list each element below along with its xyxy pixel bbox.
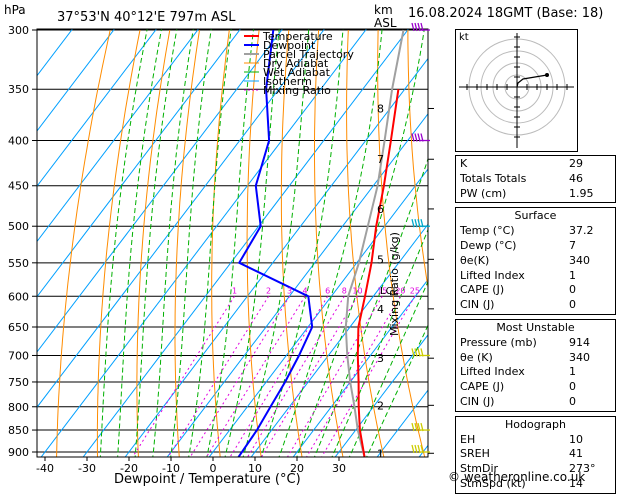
eh-value: 10 (569, 433, 611, 448)
k-label: K (460, 157, 467, 172)
mixing-ratio-label: 8 (342, 286, 347, 295)
surface-cin-label: CIN (J) (460, 298, 494, 313)
surface-box: Surface Temp (°C) 37.2 Dewp (°C) 7 θe(K) 34… (455, 207, 616, 315)
pressure-label-700: 700 (8, 349, 29, 362)
dry-adiabat-line (137, 30, 170, 460)
mixing-ratio-label: 25 (410, 286, 420, 295)
mu-li-label: Lifted Index (460, 365, 525, 380)
plot-frame (37, 29, 428, 457)
surface-cape-label: CAPE (J) (460, 283, 504, 298)
surface-li-value: 1 (569, 269, 611, 284)
surface-cin-value: 0 (569, 298, 611, 313)
pressure-label-400: 400 (8, 135, 29, 148)
pressure-label-300: 300 (8, 24, 29, 37)
mixing-ratio-label: 2 (266, 286, 271, 295)
x-label--40: -40 (36, 462, 54, 475)
surface-temp-label: Temp (°C) (460, 224, 515, 239)
surface-temp-value: 37.2 (569, 224, 611, 239)
mu-cin-value: 0 (569, 395, 611, 410)
wet-adiabat-line (206, 17, 255, 460)
hodograph-kt-label: kt (459, 32, 469, 43)
surface-theta-label: θe(K) (460, 254, 489, 269)
hodograph-end-point (545, 73, 549, 77)
dry-adiabat-line (212, 30, 230, 460)
mixing-ratio-line (305, 296, 401, 460)
surface-cape-value: 0 (569, 283, 611, 298)
mixing-ratio-line (259, 296, 357, 460)
surface-title: Surface (460, 209, 611, 224)
km-label-5: 5 (377, 253, 384, 266)
pressure-label-550: 550 (8, 257, 29, 270)
mixing-ratio-label: 10 (352, 286, 362, 295)
km-label-8: 8 (377, 102, 384, 115)
k-value: 29 (569, 157, 611, 172)
mu-pressure-value: 914 (569, 336, 611, 351)
dry-adiabat-line (175, 30, 200, 460)
most-unstable-title: Most Unstable (460, 321, 611, 336)
isotherm-line (81, 17, 418, 460)
credit: © weatheronline.co.uk (448, 470, 585, 484)
pressure-label-650: 650 (8, 321, 29, 334)
x-label--30: -30 (78, 462, 96, 475)
most-unstable-box: Most Unstable Pressure (mb) 914 θe (K) 340… (455, 319, 616, 412)
dry-adiabat-line (378, 30, 426, 460)
indices-panel: K 29 Totals Totals 46 PW (cm) 1.95 Surface … (455, 155, 616, 498)
km-label-1: 1 (377, 447, 384, 460)
km-label-4: 4 (377, 303, 384, 316)
mixing-ratio-axis-title: Mixing Ratio (g/kg) (388, 232, 401, 336)
pw-label: PW (cm) (460, 187, 506, 202)
pressure-label-350: 350 (8, 83, 29, 96)
pressure-label-900: 900 (8, 446, 29, 459)
surface-dewp-value: 7 (569, 239, 611, 254)
wet-adiabat-line (188, 17, 233, 460)
asl-label: ASL (374, 16, 397, 30)
pressure-label-750: 750 (8, 376, 29, 389)
pw-value: 1.95 (569, 187, 611, 202)
date-label: 16.08.2024 18GMT (Base: 18) (408, 6, 603, 21)
hpa-label: hPa (4, 3, 26, 17)
mixing-ratio-label: 1 (232, 286, 237, 295)
pressure-label-800: 800 (8, 401, 29, 414)
mixing-ratio-label: 6 (325, 286, 330, 295)
mixing-ratio-label: 4 (303, 286, 308, 295)
mixing-ratio-line (204, 296, 305, 460)
dry-adiabat-line (616, 30, 629, 460)
indices-box: K 29 Totals Totals 46 PW (cm) 1.95 (455, 155, 616, 203)
mixing-ratio-line (131, 296, 235, 460)
sreh-label: SREH (460, 447, 490, 462)
surface-dewp-label: Dewp (°C) (460, 239, 516, 254)
mixing-ratio-label: 3 (287, 286, 292, 295)
km-label-2: 2 (377, 399, 384, 412)
mu-theta-label: θe (K) (460, 351, 493, 366)
mu-cin-label: CIN (J) (460, 395, 494, 410)
pressure-label-850: 850 (8, 424, 29, 437)
hodograph: kt (455, 29, 578, 152)
mu-cape-label: CAPE (J) (460, 380, 504, 395)
mu-li-value: 1 (569, 365, 611, 380)
tt-label: Totals Totals (460, 172, 526, 187)
eh-label: EH (460, 433, 475, 448)
surface-theta-value: 340 (569, 254, 611, 269)
x-label-30: 30 (332, 462, 346, 475)
mixing-ratio-line (188, 296, 290, 460)
mu-theta-value: 340 (569, 351, 611, 366)
surface-li-label: Lifted Index (460, 269, 525, 284)
legend-mixing-ratio: Mixing Ratio (263, 84, 331, 97)
pressure-label-600: 600 (8, 290, 29, 303)
tt-value: 46 (569, 172, 611, 187)
location-label: 37°53'N 40°12'E 797m ASL (57, 10, 236, 25)
pressure-label-500: 500 (8, 220, 29, 233)
km-label-7: 7 (377, 153, 384, 166)
km-label-6: 6 (377, 203, 384, 216)
wet-adiabat-line (153, 17, 196, 460)
km-label-3: 3 (377, 352, 384, 365)
pressure-label-450: 450 (8, 180, 29, 193)
x-axis-title: Dewpoint / Temperature (°C) (114, 472, 301, 486)
sreh-value: 41 (569, 447, 611, 462)
hodograph-box-title: Hodograph (460, 418, 611, 433)
mu-cape-value: 0 (569, 380, 611, 395)
mu-pressure-label: Pressure (mb) (460, 336, 537, 351)
legend: Temperature Dewpoint Parcel Trajectory D… (242, 30, 354, 97)
km-label: km (374, 3, 393, 17)
